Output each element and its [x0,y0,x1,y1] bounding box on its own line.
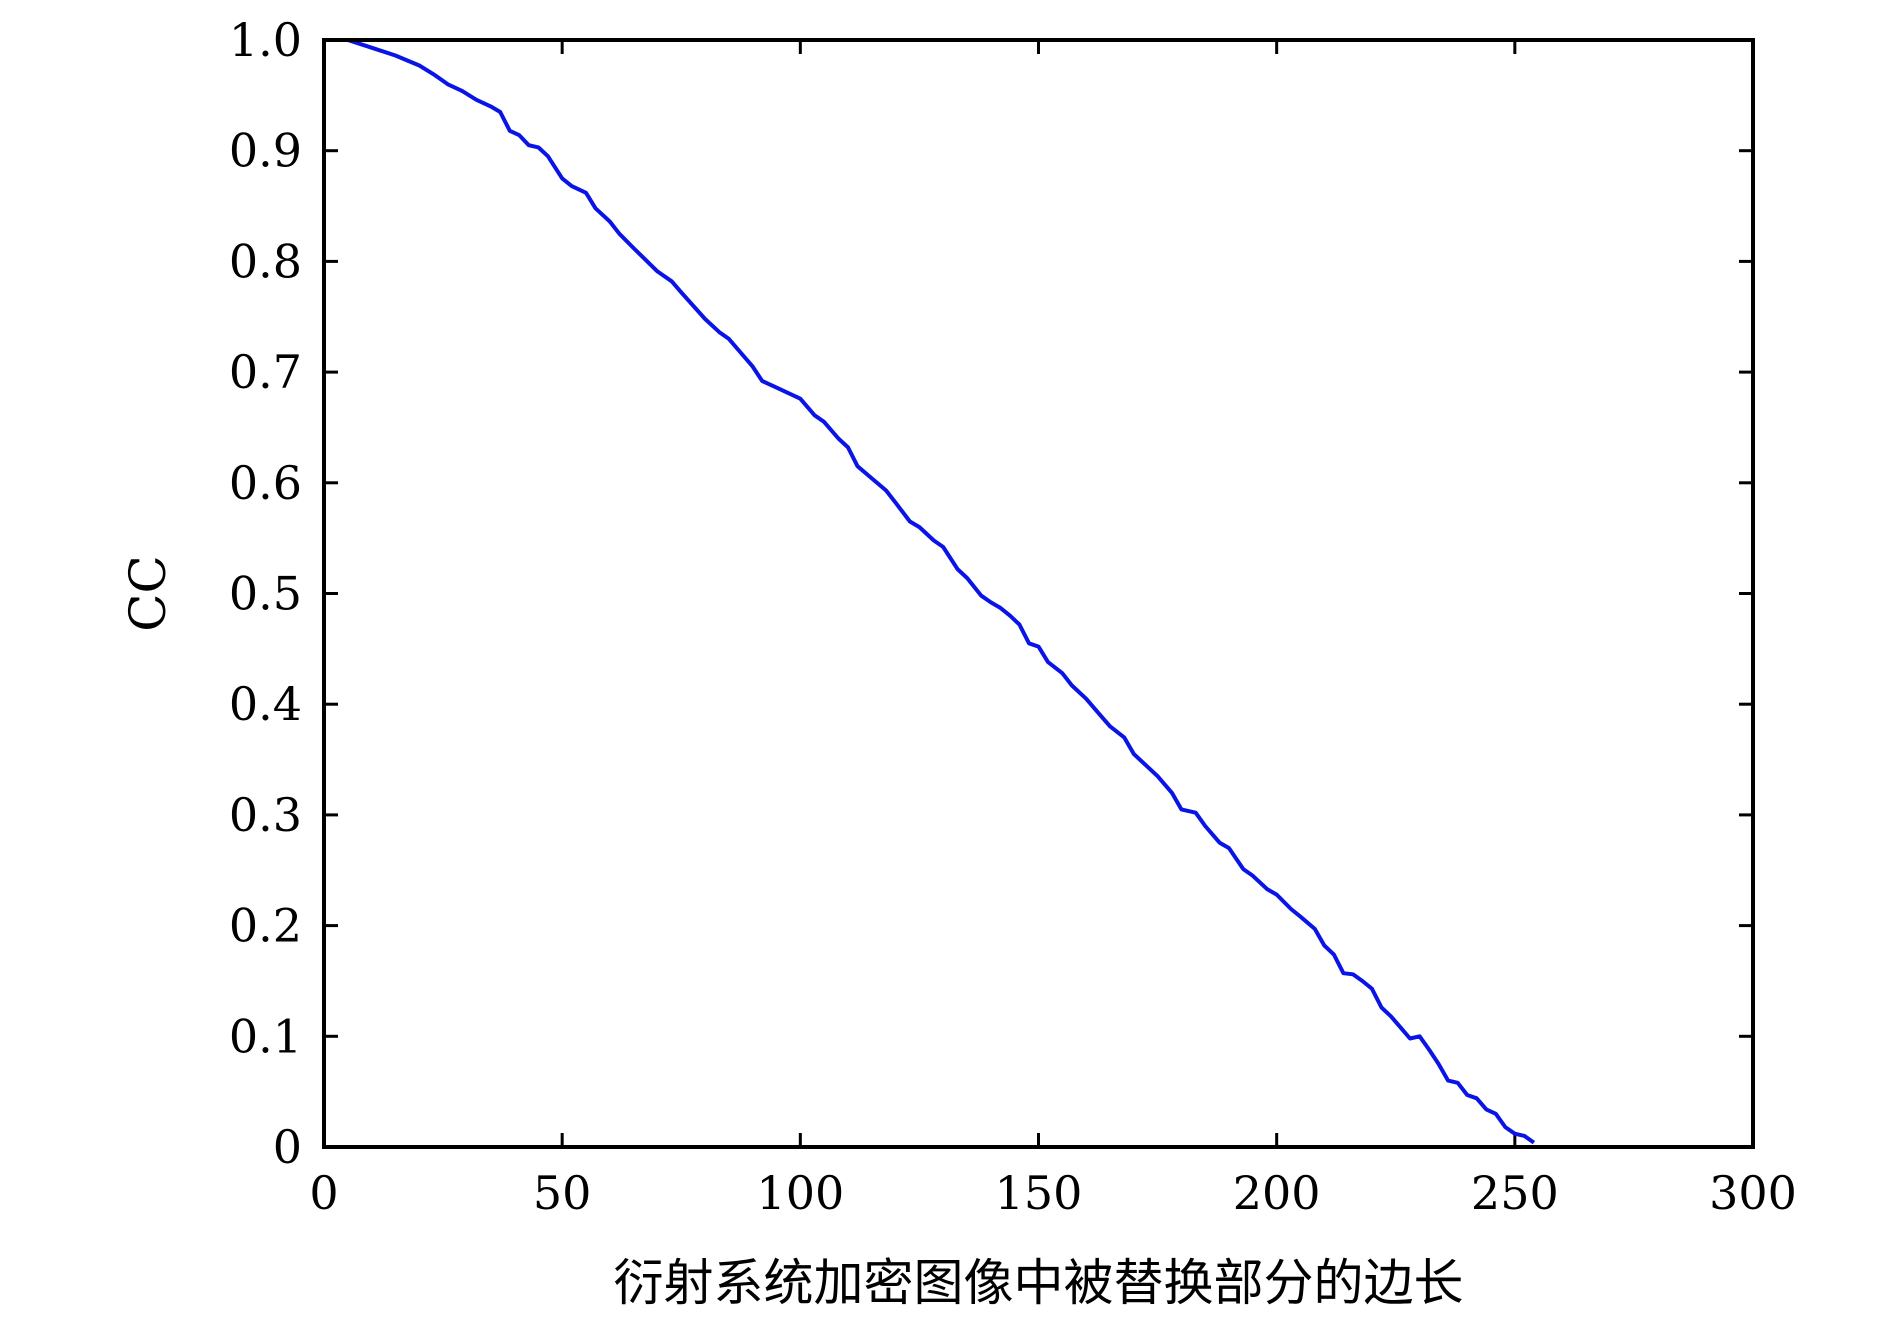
y-tick-label: 0.9 [229,124,302,178]
x-tick-label: 300 [1709,1166,1797,1220]
y-tick-label: 0.1 [229,1009,302,1063]
x-axis-label: 衍射系统加密图像中被替换部分的边长 [614,1254,1464,1312]
x-tick-label: 50 [533,1166,592,1220]
y-tick-label: 0.3 [229,788,302,842]
y-axis-ticks: 0 0.1 0.2 0.3 0.4 0.5 0.6 0.7 0.8 0.9 1.0 [229,13,1753,1174]
series-line [347,38,1536,1145]
x-tick-label: 200 [1233,1166,1321,1220]
y-tick-label: 0 [273,1120,302,1174]
y-tick-label: 1.0 [229,13,302,67]
series-layer [347,38,1536,1145]
y-tick-label: 0.4 [229,677,302,731]
x-tick-label: 150 [995,1166,1083,1220]
y-tick-label: 0.5 [229,567,302,621]
plot-frame [322,38,1755,1149]
y-axis-label: CC [119,555,177,632]
y-tick-label: 0.8 [229,234,302,288]
y-tick-label: 0.6 [229,456,302,510]
x-tick-label: 0 [309,1166,338,1220]
x-tick-label: 250 [1471,1166,1559,1220]
y-tick-label: 0.2 [229,899,302,953]
x-tick-label: 100 [756,1166,844,1220]
y-tick-label: 0.7 [229,345,302,399]
x-axis-ticks: 0 50 100 150 200 250 300 [309,40,1797,1220]
